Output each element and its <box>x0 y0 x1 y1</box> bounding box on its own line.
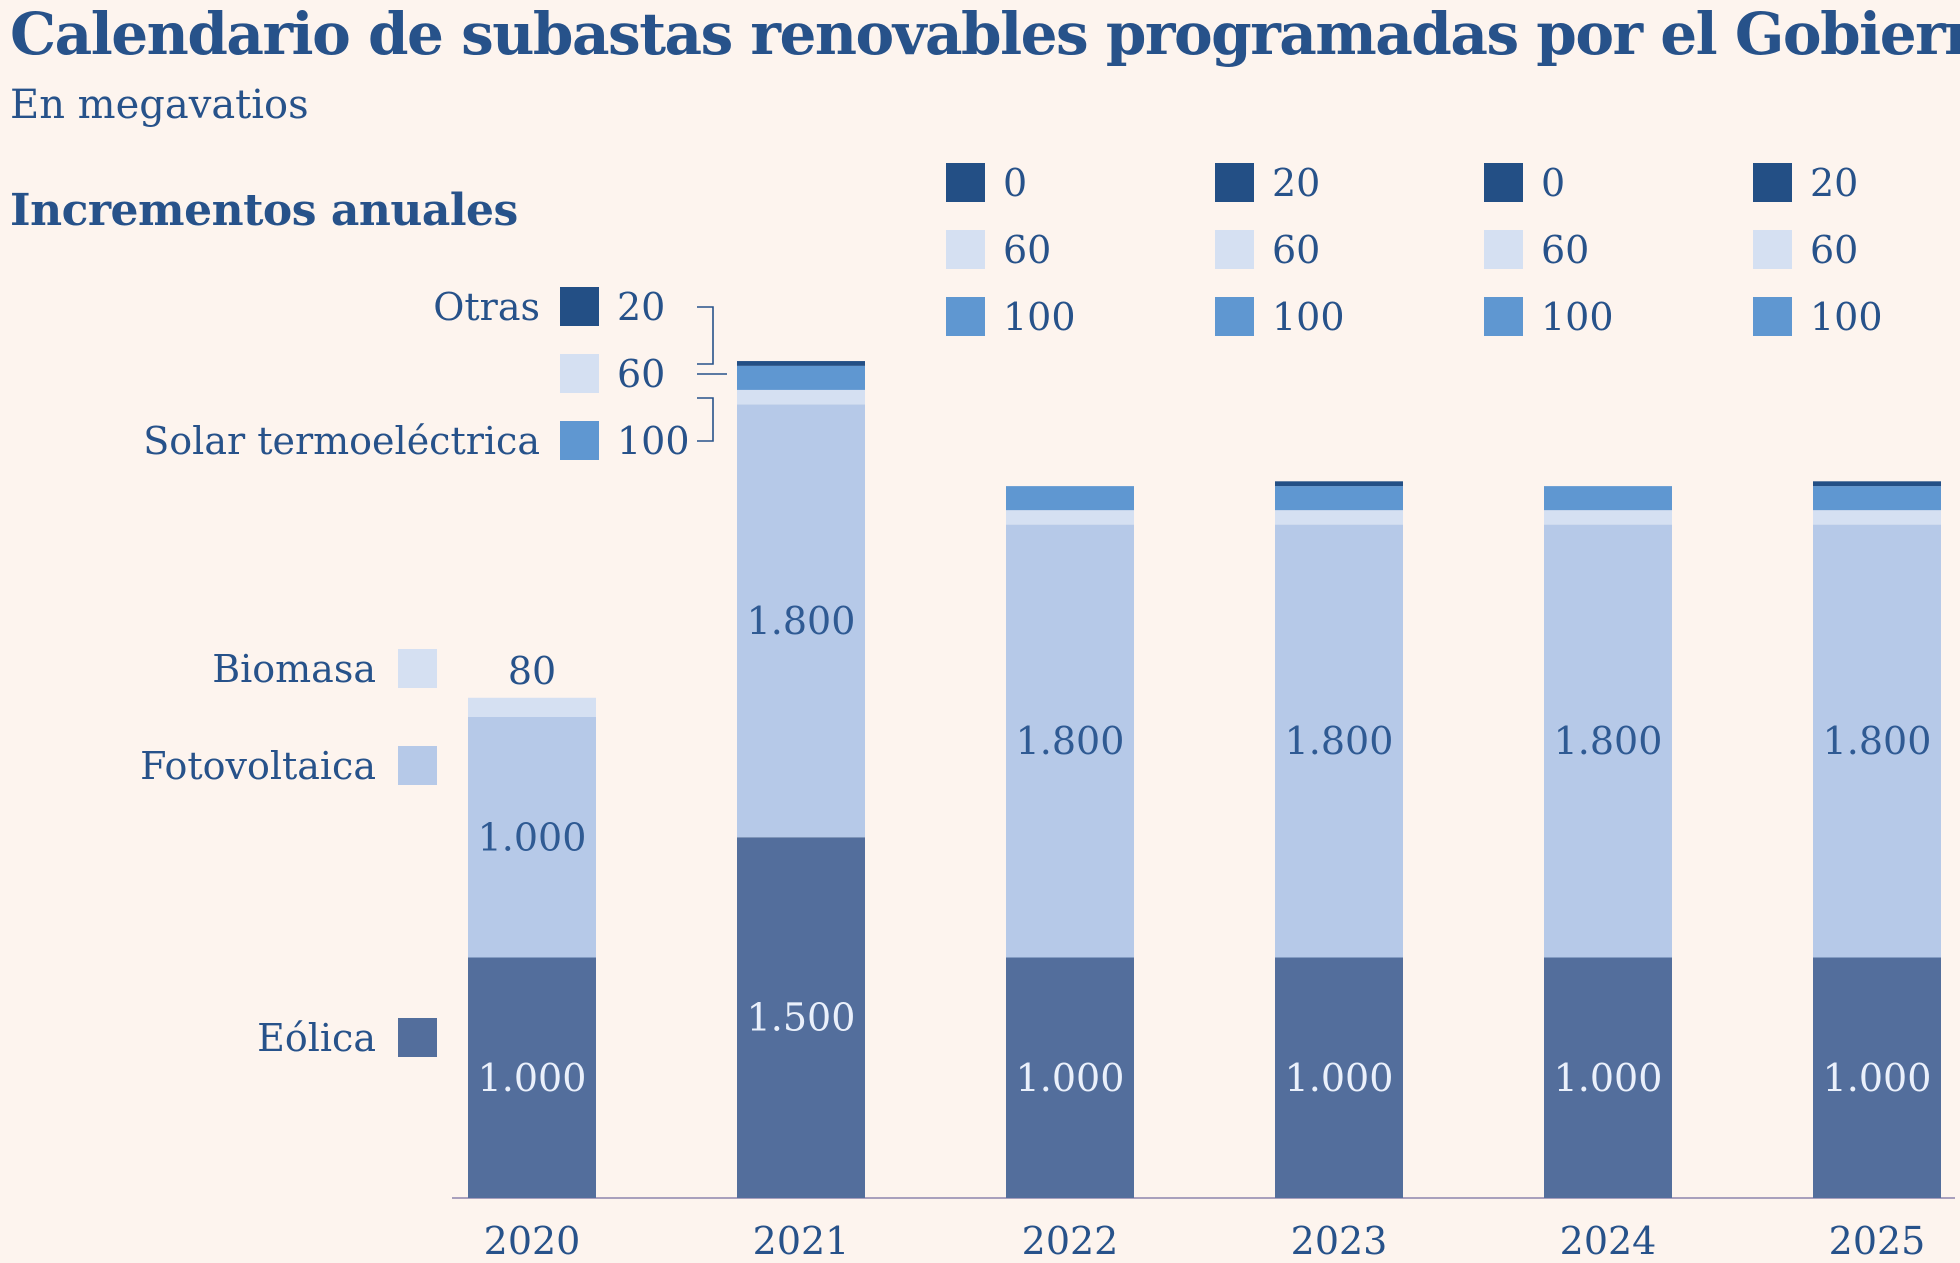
data-label-solar_termoelectrica-2023: 100 <box>1272 295 1345 339</box>
chart-title: Calendario de subastas renovables progra… <box>10 0 1960 68</box>
bar-solar_termoelectrica-2022 <box>1006 486 1134 511</box>
x-tick-label-2022: 2022 <box>1022 1219 1119 1263</box>
bar-biomasa-2020 <box>468 697 596 717</box>
bar-eolica-2025 <box>1813 957 1941 1198</box>
bar-solar_termoelectrica-2021 <box>737 365 865 390</box>
bar-biomasa-2022 <box>1006 510 1134 525</box>
legend-swatch-otras-2023 <box>1215 163 1254 202</box>
data-label-eolica-2025: 1.000 <box>1823 1056 1932 1100</box>
data-label-solar_termoelectrica-2021: 100 <box>617 419 690 463</box>
x-tick-label-2023: 2023 <box>1291 1219 1388 1263</box>
bar-fotovoltaica-2022 <box>1006 524 1134 958</box>
bar-solar_termoelectrica-2025 <box>1813 486 1941 511</box>
bar-fotovoltaica-2024 <box>1544 524 1672 958</box>
legend-swatch-otras-2025 <box>1753 163 1792 202</box>
bar-eolica-2020 <box>468 957 596 1198</box>
bar-fotovoltaica-2021 <box>737 404 865 838</box>
bar-otras-2021 <box>737 361 865 366</box>
legend-swatch-otras-2024 <box>1484 163 1523 202</box>
legend-swatch-biomasa <box>398 649 437 688</box>
x-tick-label-2021: 2021 <box>753 1219 850 1263</box>
data-label-otras-2023: 20 <box>1272 161 1320 205</box>
bar-eolica-2021 <box>737 837 865 1198</box>
data-label-fotovoltaica-2024: 1.800 <box>1554 719 1663 763</box>
legend-swatch-solar_termoelectrica-2025 <box>1753 297 1792 336</box>
bracket-connector-lower <box>697 397 714 442</box>
section-heading: Incrementos anuales <box>10 185 518 236</box>
data-label-otras-2025: 20 <box>1810 161 1858 205</box>
data-label-fotovoltaica-2021: 1.800 <box>747 599 856 643</box>
data-label-biomasa-2023: 60 <box>1272 228 1320 272</box>
legend-swatch-fotovoltaica <box>398 746 437 785</box>
legend-swatch-biomasa-2021 <box>560 354 599 393</box>
legend-swatch-otras-2021 <box>560 287 599 326</box>
bar-fotovoltaica-2020 <box>468 717 596 958</box>
bar-otras-2025 <box>1813 481 1941 487</box>
data-label-eolica-2021: 1.500 <box>747 996 856 1040</box>
data-label-biomasa-2021: 60 <box>617 352 665 396</box>
bar-biomasa-2024 <box>1544 510 1672 525</box>
data-label-eolica-2023: 1.000 <box>1285 1056 1394 1100</box>
legend-swatch-otras-2022 <box>946 163 985 202</box>
x-tick-label-2020: 2020 <box>484 1219 581 1263</box>
legend-swatch-solar_termoelectrica-2024 <box>1484 297 1523 336</box>
data-label-eolica-2020: 1.000 <box>478 1056 587 1100</box>
data-label-fotovoltaica-2022: 1.800 <box>1016 719 1125 763</box>
data-label-biomasa-2025: 60 <box>1810 228 1858 272</box>
data-label-otras-2024: 0 <box>1541 161 1565 205</box>
data-label-eolica-2024: 1.000 <box>1554 1056 1663 1100</box>
bar-biomasa-2025 <box>1813 510 1941 525</box>
data-label-biomasa-2024: 60 <box>1541 228 1589 272</box>
data-label-eolica-2022: 1.000 <box>1016 1056 1125 1100</box>
legend-swatch-biomasa-2024 <box>1484 230 1523 269</box>
bar-solar_termoelectrica-2024 <box>1544 486 1672 511</box>
legend-swatch-solar_termoelectrica-2022 <box>946 297 985 336</box>
legend-swatch-biomasa-2023 <box>1215 230 1254 269</box>
legend-swatch-solar_termoelectrica-2021 <box>560 421 599 460</box>
data-label-fotovoltaica-2025: 1.800 <box>1823 719 1932 763</box>
bar-fotovoltaica-2025 <box>1813 524 1941 958</box>
bar-eolica-2024 <box>1544 957 1672 1198</box>
data-label-fotovoltaica-2020: 1.000 <box>478 815 587 859</box>
bar-biomasa-2023 <box>1275 510 1403 525</box>
data-label-biomasa-2022: 60 <box>1003 228 1051 272</box>
data-label-solar_termoelectrica-2024: 100 <box>1541 295 1614 339</box>
legend-label-fotovoltaica: Fotovoltaica <box>140 744 376 788</box>
x-tick-label-2024: 2024 <box>1560 1219 1657 1263</box>
bar-fotovoltaica-2023 <box>1275 524 1403 958</box>
legend-label-biomasa: Biomasa <box>212 647 376 691</box>
legend-swatch-biomasa-2022 <box>946 230 985 269</box>
bar-eolica-2023 <box>1275 957 1403 1198</box>
legend-swatch-biomasa-2025 <box>1753 230 1792 269</box>
data-label-solar_termoelectrica-2025: 100 <box>1810 295 1883 339</box>
bar-solar_termoelectrica-2023 <box>1275 486 1403 511</box>
legend-label-eolica: Eólica <box>257 1016 376 1060</box>
legend-label-solar_termoelectrica: Solar termoeléctrica <box>143 419 540 463</box>
x-tick-label-2025: 2025 <box>1829 1219 1926 1263</box>
bar-eolica-2022 <box>1006 957 1134 1198</box>
data-label-otras-2022: 0 <box>1003 161 1027 205</box>
bar-biomasa-2021 <box>737 389 865 405</box>
legend-swatch-solar_termoelectrica-2023 <box>1215 297 1254 336</box>
chart-subtitle: En megavatios <box>10 82 309 128</box>
legend-label-otras: Otras <box>433 285 540 329</box>
data-label-otras-2021: 20 <box>617 285 665 329</box>
data-label-biomasa-2020: 80 <box>508 649 556 693</box>
data-label-fotovoltaica-2023: 1.800 <box>1285 719 1394 763</box>
bracket-connector-upper <box>697 306 714 365</box>
bar-otras-2023 <box>1275 481 1403 487</box>
data-label-solar_termoelectrica-2022: 100 <box>1003 295 1076 339</box>
legend-swatch-eolica <box>398 1018 437 1057</box>
